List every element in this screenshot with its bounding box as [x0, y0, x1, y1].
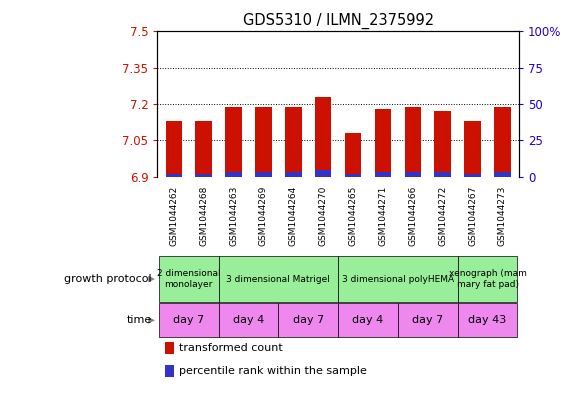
Text: xenograph (mam
mary fat pad): xenograph (mam mary fat pad): [448, 269, 526, 289]
Text: time: time: [127, 315, 152, 325]
Bar: [195, 174, 212, 177]
Bar: [279, 303, 338, 337]
Bar: [345, 174, 361, 177]
Bar: [375, 109, 391, 177]
Bar: [315, 97, 331, 177]
Text: GSM1044269: GSM1044269: [259, 186, 268, 246]
Bar: [219, 256, 338, 302]
Text: GSM1044267: GSM1044267: [468, 186, 477, 246]
Text: day 4: day 4: [352, 315, 384, 325]
Bar: [285, 107, 301, 177]
Bar: [164, 365, 174, 377]
Text: percentile rank within the sample: percentile rank within the sample: [179, 366, 367, 376]
Bar: [226, 107, 242, 177]
Text: GSM1044262: GSM1044262: [169, 186, 178, 246]
Text: day 4: day 4: [233, 315, 264, 325]
Text: GSM1044273: GSM1044273: [498, 186, 507, 246]
Bar: [166, 174, 182, 177]
Bar: [464, 174, 481, 177]
Text: growth protocol: growth protocol: [64, 274, 152, 284]
Title: GDS5310 / ILMN_2375992: GDS5310 / ILMN_2375992: [243, 13, 434, 29]
Bar: [338, 303, 398, 337]
Bar: [405, 173, 421, 177]
Text: GSM1044270: GSM1044270: [319, 186, 328, 246]
Bar: [405, 107, 421, 177]
Bar: [159, 256, 219, 302]
Text: GSM1044266: GSM1044266: [408, 186, 417, 246]
Bar: [255, 107, 272, 177]
Bar: [164, 342, 174, 354]
Bar: [494, 107, 511, 177]
Text: GSM1044265: GSM1044265: [349, 186, 357, 246]
Bar: [315, 170, 331, 177]
Bar: [434, 111, 451, 177]
Text: transformed count: transformed count: [179, 343, 283, 353]
Text: 3 dimensional Matrigel: 3 dimensional Matrigel: [226, 275, 331, 283]
Bar: [458, 303, 517, 337]
Text: day 43: day 43: [468, 315, 507, 325]
Bar: [494, 173, 511, 177]
Bar: [219, 303, 279, 337]
Text: day 7: day 7: [412, 315, 444, 325]
Text: GSM1044272: GSM1044272: [438, 186, 447, 246]
Bar: [434, 173, 451, 177]
Text: 3 dimensional polyHEMA: 3 dimensional polyHEMA: [342, 275, 454, 283]
Bar: [195, 121, 212, 177]
Bar: [255, 173, 272, 177]
Bar: [464, 121, 481, 177]
Bar: [285, 173, 301, 177]
Bar: [159, 303, 219, 337]
Text: GSM1044268: GSM1044268: [199, 186, 208, 246]
Text: GSM1044271: GSM1044271: [378, 186, 388, 246]
Text: day 7: day 7: [293, 315, 324, 325]
Text: GSM1044263: GSM1044263: [229, 186, 238, 246]
Bar: [338, 256, 458, 302]
Text: 2 dimensional
monolayer: 2 dimensional monolayer: [157, 269, 220, 289]
Text: GSM1044264: GSM1044264: [289, 186, 298, 246]
Bar: [375, 173, 391, 177]
Bar: [398, 303, 458, 337]
Bar: [166, 121, 182, 177]
Text: day 7: day 7: [173, 315, 205, 325]
Bar: [458, 256, 517, 302]
Bar: [345, 133, 361, 177]
Bar: [226, 173, 242, 177]
